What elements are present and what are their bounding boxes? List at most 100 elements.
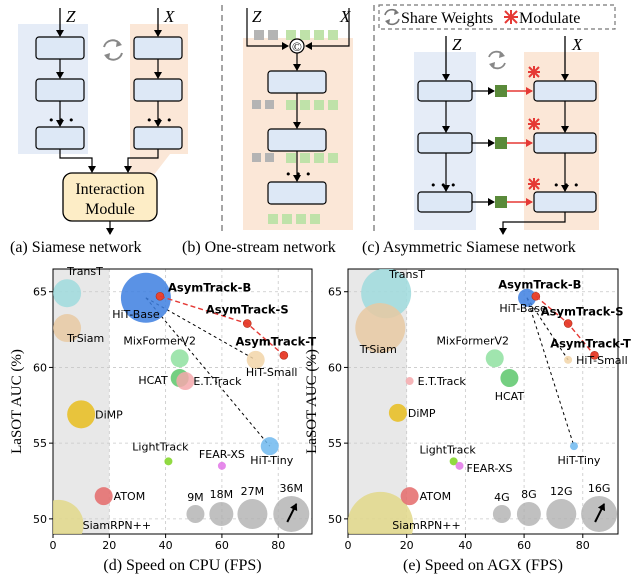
search-tokens [286,30,338,40]
x-tick-label: 80 [576,539,590,552]
modulate-legend-icon [504,10,518,24]
x-block-2 [133,78,183,102]
x-tick-label: 60 [215,539,229,552]
caption-asymmetric: (c) Asymmetric Siamese network [362,239,576,256]
y-tick-label: 50 [33,513,47,526]
point-dimp [388,403,407,422]
x-tick-label: 20 [102,539,116,552]
modulator-row-2 [472,118,540,149]
point-label-hit-small: HiT-Small [246,366,298,379]
caption-siamese: (a) Siamese network [10,239,142,256]
size-legend-label: 9M [187,491,204,504]
legend-share-weights: Share Weights [401,10,493,27]
point-hit-tiny [260,437,279,456]
asymtrack-trend-line [159,295,285,356]
input-z-label: Z [66,7,76,26]
asym-input-x: X [571,35,583,54]
point-trsiam [355,303,406,354]
point-hit-base [518,288,537,307]
point-label-hit-base: HiT-Base [112,308,160,321]
y-tick-label: 55 [328,437,342,450]
y-tick-label: 50 [328,513,342,526]
point-label-lighttrack: LightTrack [132,440,189,453]
point-label-asymtrack-b: AsymTrack-B [168,280,251,294]
asym-x-ellipsis: • • • [553,179,579,192]
x-block-1 [133,36,183,60]
plot-frame [52,268,313,535]
asym-x-block-3 [533,191,597,213]
point-dimp [67,400,96,429]
point-hit-small [246,350,265,369]
size-legend-label: 4G [494,491,510,504]
point-label-transt: TransT [388,268,425,281]
point-label-mixformerv2: MixFormerV2 [123,334,196,347]
diagram-siamese: Z X • • • • • • Interaction Module (a) S… [10,7,188,256]
asym-z-block-2 [417,132,473,154]
point-mixformerv2 [485,349,504,368]
point-siamrpn- [348,491,414,534]
point-label-fear-xs: FEAR-XS [199,448,245,461]
x-tick-label: 40 [458,539,472,552]
output-tokens [268,214,320,224]
point-hit-tiny [569,442,578,451]
interaction-module-line1: Interaction [75,181,144,198]
x-tick-label: 0 [50,539,57,552]
share-weights-legend-icon [384,8,400,26]
point-label-dimp: DiMP [95,408,123,421]
x-tick-label: 60 [517,539,531,552]
point-label-e-t-track: E.T.Track [193,375,242,388]
plot-frame [347,268,619,535]
size-legend-circle [209,502,234,526]
asym-z-block-1 [417,80,473,102]
modulator-row-3 [472,178,540,208]
os-block-1 [267,70,327,94]
point-label-trsiam: TrSiam [359,343,397,356]
point-label-mixformerv2: MixFormerV2 [436,334,509,347]
asym-z-block-3 [417,191,473,213]
point-atom [400,487,419,506]
share-weights-icon [103,39,123,61]
point-label-fear-xs: FEAR-XS [467,462,513,475]
concat-symbol: © [292,39,302,54]
size-legend-label: 36M [280,482,304,495]
z-block-1 [35,36,85,60]
point-fear-xs [455,461,464,470]
z-ellipsis: • • • [48,114,74,127]
os-block-2 [267,128,327,152]
point-label-transt: TransT [66,265,103,278]
y-tick-label: 60 [328,361,342,374]
point-label-hit-tiny: HiT-Tiny [250,454,293,467]
point-label-asymtrack-s: AsymTrack-S [206,303,289,317]
point-trsiam [53,314,82,343]
size-legend-circle [237,499,268,529]
x-axis-label: (e) Speed on AGX (FPS) [403,557,563,574]
point-label-atom: ATOM [114,490,146,503]
point-hcat [500,369,519,388]
y-axis-label: LaSOT AUC (%) [9,349,25,454]
point-label-hit-base: HiT-Base [499,302,547,315]
diagram-asymmetric: Share Weights Modulate Z X • • • • • • [362,4,616,256]
point-label-asymtrack-t: AsymTrack-T [550,336,631,350]
point-lighttrack [449,457,458,466]
point-label-siamrpn-: SiamRPN++ [392,519,460,532]
size-legend-arrow [286,503,298,523]
token-row-2 [252,153,338,163]
y-tick-label: 65 [33,286,47,299]
diagram-one-stream: Z X © [182,7,353,256]
asym-x-block-1 [533,80,597,102]
point-label-hit-tiny: HiT-Tiny [558,454,601,467]
asym-legend-box [378,4,616,30]
x-tick-label: 0 [345,539,352,552]
hit-trend-line [526,297,569,361]
point-transt [53,279,82,308]
legend-modulate: Modulate [519,10,580,27]
template-tokens [254,30,278,40]
point-label-atom: ATOM [420,490,452,503]
size-legend-label: 27M [241,485,265,498]
point-label-asymtrack-s: AsymTrack-S [541,305,624,319]
z-block-2 [35,78,85,102]
asym-input-z: Z [452,35,462,54]
point-hit-base [120,272,171,323]
size-legend-label: 18M [210,488,234,501]
interaction-module-line2: Module [85,201,135,218]
